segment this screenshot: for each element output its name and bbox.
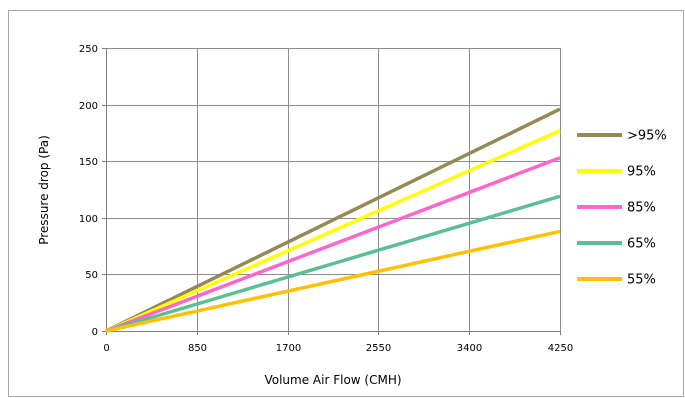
axes [102,48,561,335]
series-line-2 [105,156,561,333]
y-tick-label: 100 [79,214,98,225]
legend-label: 55% [627,273,656,288]
legend: >95% 95% 85% 65% 55% [577,129,667,288]
legend-label: 95% [627,165,656,180]
x-tick-label: 4250 [548,343,573,354]
series-line-1 [105,128,561,333]
x-tick-label: 850 [188,343,207,354]
y-tick-label: 0 [92,327,98,338]
legend-label: >95% [627,129,667,144]
y-tick-label: 250 [79,44,98,55]
series-line-3 [105,194,561,333]
series-line-0 [105,107,561,333]
x-tick-label: 2550 [366,343,391,354]
x-tick-label: 3400 [457,343,482,354]
x-axis-title: Volume Air Flow (CMH) [264,373,401,387]
series-line-4 [105,229,561,333]
x-tick-label: 0 [103,343,109,354]
x-tick-label: 1700 [276,343,301,354]
grid [106,48,561,331]
y-axis-title: Pressure drop (Pa) [37,135,51,245]
tick-labels: 0 50 100 150 200 250 0 850 1700 2550 3400 4250 [79,44,573,354]
y-tick-label: 200 [79,101,98,112]
series-lines [105,107,561,333]
y-tick-label: 50 [85,270,98,281]
legend-label: 65% [627,237,656,252]
chart-border [8,10,684,397]
y-tick-label: 150 [79,157,98,168]
legend-label: 85% [627,201,656,216]
